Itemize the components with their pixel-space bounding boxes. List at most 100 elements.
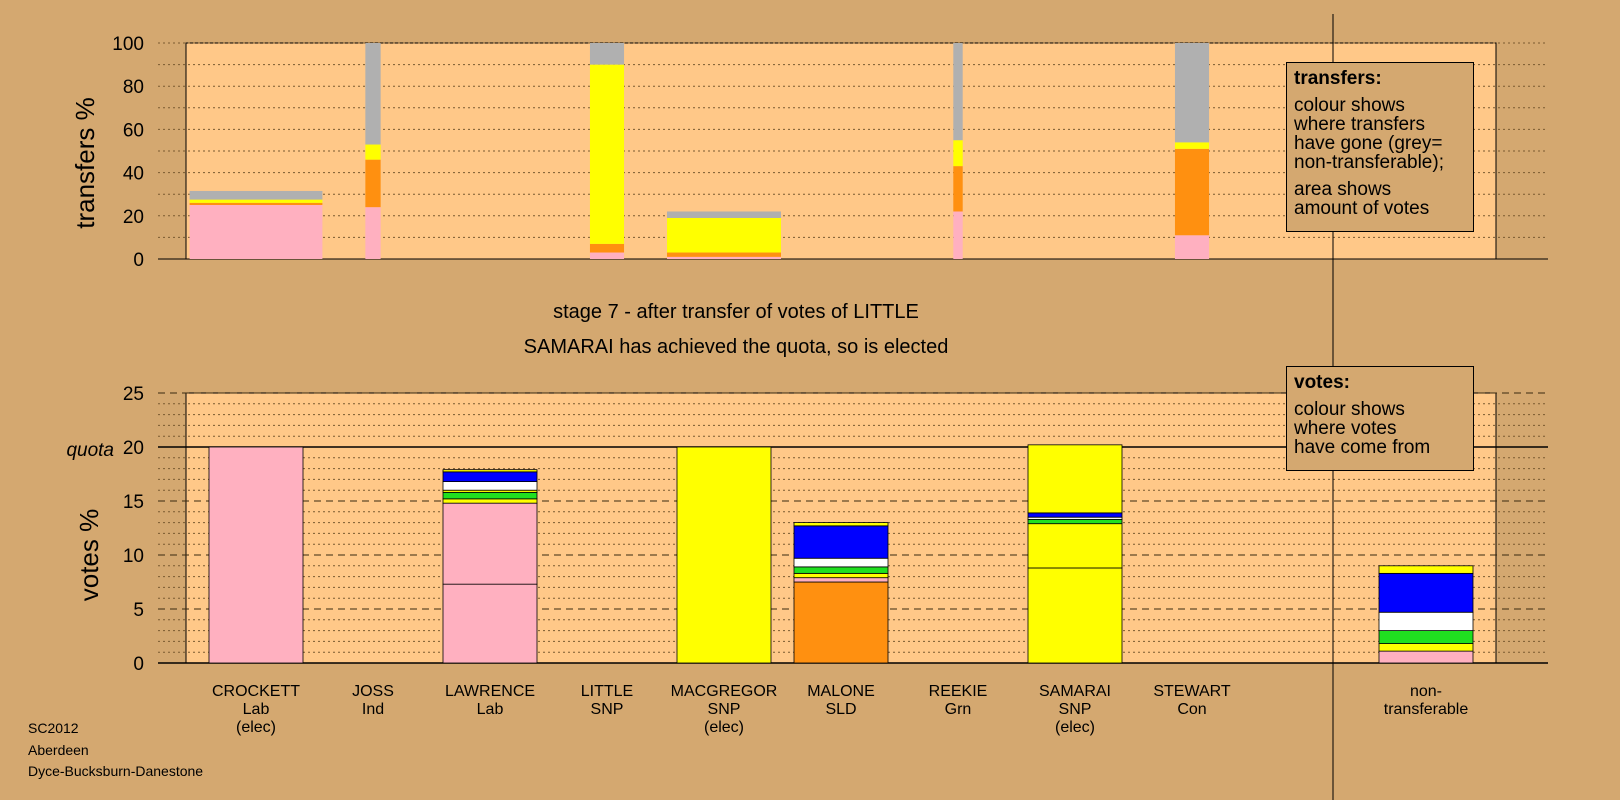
vote-segment-snp xyxy=(793,522,889,527)
candidate-label: (elec) xyxy=(704,719,744,736)
stage-caption: stage 7 - after transfer of votes of LIT… xyxy=(553,301,919,323)
transfer-segment-snp xyxy=(953,140,963,167)
vote-segment-lab xyxy=(793,577,889,583)
vote-segment-snp xyxy=(676,446,772,664)
votes-legend-text: colour shows where votes have come from xyxy=(1294,399,1431,458)
transfer-segment-lab xyxy=(365,207,381,259)
vote-segment-con xyxy=(442,471,538,482)
candidate-labels: CROCKETTLab(elec)JOSSIndLAWRENCELabLITTL… xyxy=(212,683,1468,736)
transfers-y-tick-label: 100 xyxy=(112,34,144,55)
votes-legend-title: votes: xyxy=(1294,372,1350,393)
transfer-segment-lab xyxy=(1174,235,1210,259)
transfer-segment-nontransferable xyxy=(667,211,781,218)
transfers-legend-text-2: area shows amount of votes xyxy=(1294,179,1430,219)
footer-council: Aberdeen xyxy=(28,741,89,758)
candidate-label: non- xyxy=(1410,683,1442,700)
candidate-label: Grn xyxy=(945,701,972,718)
vote-segment-snp xyxy=(1378,643,1474,652)
vote-segment-snp xyxy=(1378,565,1474,574)
candidate-label: MACGREGOR xyxy=(671,683,778,700)
votes-y-tick-label: 20 xyxy=(123,438,144,459)
transfer-segment-snp xyxy=(365,144,381,160)
vote-segment-con xyxy=(793,525,889,559)
candidate-label: CROCKETT xyxy=(212,683,300,700)
vote-segment-snp xyxy=(1027,523,1123,569)
votes-y-tick-label: 0 xyxy=(133,654,144,675)
transfer-segment-sld xyxy=(589,243,625,253)
votes-y-tick-label: 5 xyxy=(133,600,144,621)
candidate-label: (elec) xyxy=(1055,719,1095,736)
votes-y-tick-label: 15 xyxy=(123,492,144,513)
transfer-segment-nontransferable xyxy=(1174,43,1210,143)
transfers-bars xyxy=(189,43,1210,259)
candidate-label: REEKIE xyxy=(929,683,988,700)
vote-segment-lab xyxy=(208,446,304,664)
elected-caption: SAMARAI has achieved the quota, so is el… xyxy=(524,336,949,358)
transfers-legend: transfers: colour shows where transfers … xyxy=(1286,62,1474,232)
transfer-segment-sld xyxy=(189,202,323,205)
vote-segment-snp xyxy=(793,572,889,579)
transfer-segment-sld xyxy=(953,166,963,212)
transfer-segment-snp xyxy=(667,217,781,253)
transfer-segment-lab xyxy=(189,205,323,259)
transfers-y-tick-label: 40 xyxy=(123,164,144,185)
transfer-segment-nontransferable xyxy=(189,190,323,200)
footer: SC2012 Aberdeen Dyce-Bucksburn-Danestone xyxy=(28,718,203,783)
vote-segment-snp xyxy=(442,498,538,504)
vote-segment-grn xyxy=(793,566,889,574)
vote-segment-ind xyxy=(793,557,889,568)
transfer-segment-snp xyxy=(189,199,323,203)
transfer-segment-lab xyxy=(953,211,963,259)
transfers-y-axis-label: transfers % xyxy=(70,97,100,229)
votes-y-axis-label: votes % xyxy=(74,509,104,602)
candidate-label: (elec) xyxy=(236,719,276,736)
candidate-label: LAWRENCE xyxy=(445,683,535,700)
vote-segment-lab xyxy=(1378,650,1474,664)
candidate-label: SLD xyxy=(825,701,856,718)
transfer-segment-snp xyxy=(1174,142,1210,149)
quota-label: quota xyxy=(66,440,114,461)
votes-y-tick-label: 10 xyxy=(123,546,144,567)
transfer-segment-snp xyxy=(589,64,625,244)
vote-segment-grn xyxy=(1027,518,1123,525)
transfer-segment-lab xyxy=(589,252,625,259)
transfers-grid xyxy=(158,42,1548,260)
transfer-segment-nontransferable xyxy=(365,43,381,145)
transfers-y-tick-label: 60 xyxy=(123,120,144,141)
transfer-segment-sld xyxy=(365,159,381,208)
vote-segment-sld xyxy=(793,581,889,664)
candidate-label: Con xyxy=(1177,701,1206,718)
votes-y-tick-label: 25 xyxy=(123,384,144,405)
vote-segment-con xyxy=(1027,512,1123,518)
votes-bars xyxy=(208,444,1474,664)
candidate-label: JOSS xyxy=(352,683,394,700)
candidate-label: SAMARAI xyxy=(1039,683,1111,700)
transfers-y-tick-label: 0 xyxy=(133,250,144,271)
vote-segment-snp xyxy=(442,469,538,473)
transfers-y-ticks: 0 20 40 60 80 100 xyxy=(112,34,144,271)
candidate-label: SNP xyxy=(1059,701,1092,718)
transfers-y-tick-label: 80 xyxy=(123,77,144,98)
vote-segment-ind xyxy=(442,481,538,491)
candidate-label: transferable xyxy=(1384,701,1469,718)
vote-segment-snp xyxy=(1027,567,1123,664)
transfers-y-tick-label: 20 xyxy=(123,207,144,228)
vote-segment-grn xyxy=(442,491,538,500)
vote-segment-lab xyxy=(442,583,538,664)
vote-segment-lab xyxy=(442,502,538,585)
transfer-segment-nontransferable xyxy=(953,43,963,141)
transfers-legend-text-1: colour shows where transfers have gone (… xyxy=(1294,95,1444,173)
transfer-segment-sld xyxy=(667,252,781,257)
transfers-legend-title: transfers: xyxy=(1294,68,1382,89)
candidate-label: MALONE xyxy=(807,683,875,700)
vote-segment-con xyxy=(1378,572,1474,613)
candidate-label: STEWART xyxy=(1153,683,1231,700)
votes-y-ticks: 0 5 10 15 20 25 xyxy=(123,384,144,675)
candidate-label: SNP xyxy=(708,701,741,718)
candidate-label: Lab xyxy=(477,701,504,718)
vote-segment-ind xyxy=(1378,611,1474,631)
candidate-label: Lab xyxy=(243,701,270,718)
candidate-label: SNP xyxy=(591,701,624,718)
candidate-label: LITTLE xyxy=(581,683,633,700)
vote-segment-snp xyxy=(1027,444,1123,514)
